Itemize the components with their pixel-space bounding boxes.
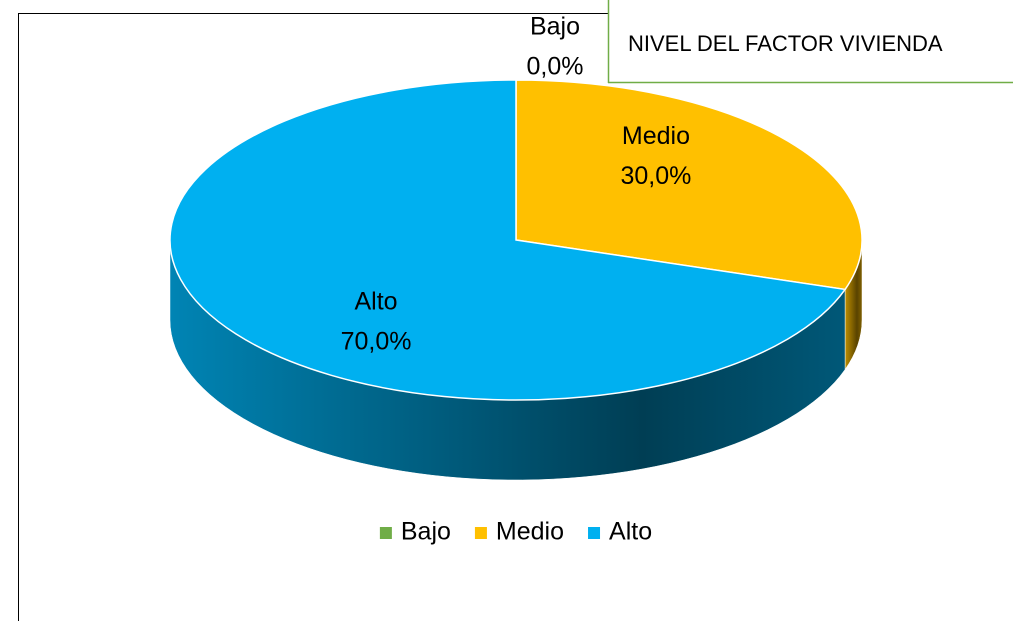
pie-slice <box>169 79 847 401</box>
data-label-name: Medio <box>622 122 690 150</box>
legend-label: Medio <box>496 518 564 546</box>
data-label: 70,0% <box>341 327 412 355</box>
pie <box>169 79 863 481</box>
pie-slice <box>515 79 863 291</box>
legend-swatch <box>474 527 487 539</box>
legend: Bajo Medio Alto <box>379 518 652 546</box>
data-label-name: Alto <box>354 287 397 315</box>
data-label: 0,0% <box>527 53 584 81</box>
data-labels: Bajo 0,0% Medio 30,0% Alto 70,0% <box>341 13 692 356</box>
legend-label: Bajo <box>401 518 451 546</box>
title-box <box>608 0 1013 83</box>
legend-swatch <box>379 527 392 539</box>
legend-label: Alto <box>609 518 652 546</box>
legend-swatch <box>588 527 601 539</box>
data-label-name: Bajo <box>530 13 580 41</box>
data-label: 30,0% <box>621 162 692 190</box>
chart-title: NIVEL DEL FACTOR VIVIENDA <box>628 31 943 56</box>
